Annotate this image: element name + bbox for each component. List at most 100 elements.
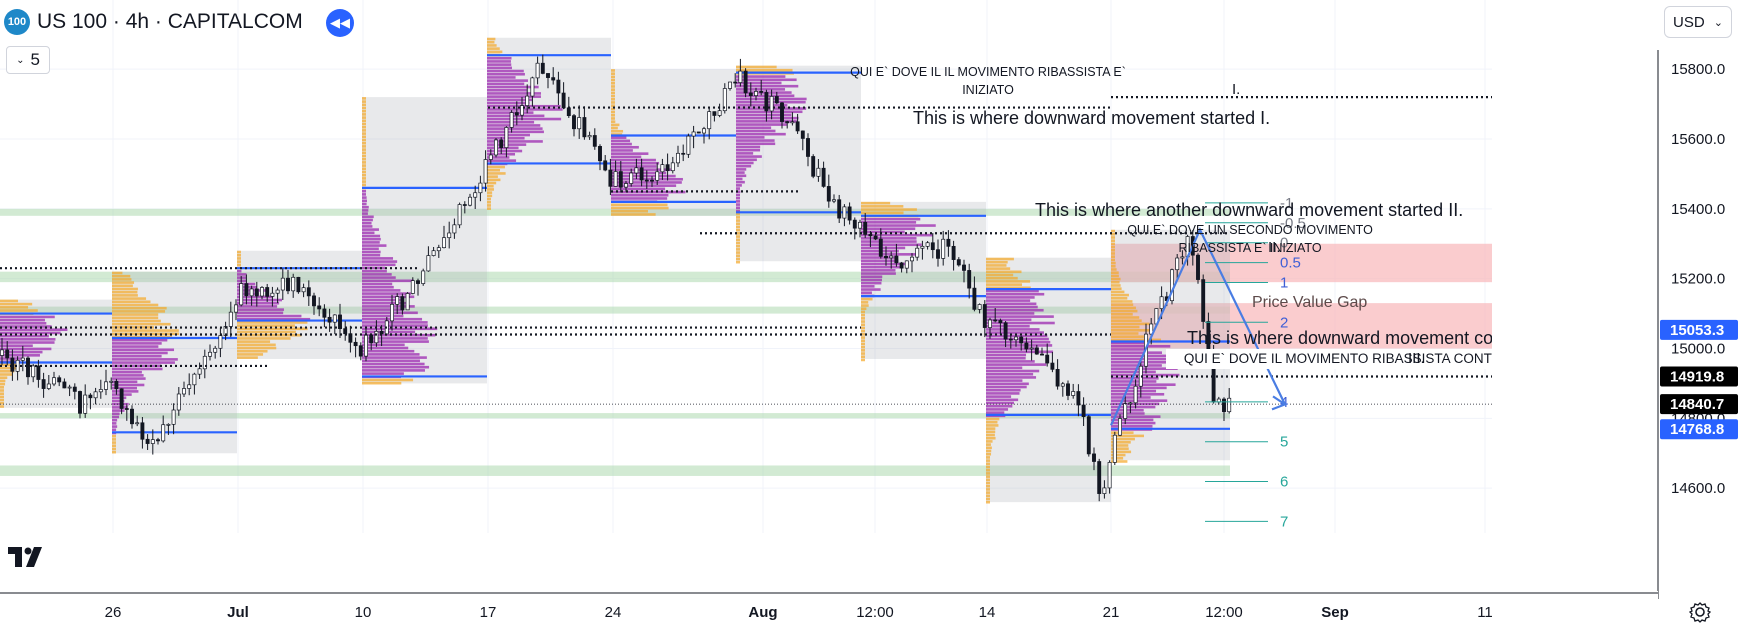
- candle-body: [150, 439, 155, 444]
- profile-bar: [611, 158, 656, 162]
- currency-value: USD: [1673, 13, 1705, 31]
- profile-bar: [861, 221, 917, 224]
- profile-bar: [0, 318, 45, 322]
- candle-body: [436, 247, 441, 252]
- profile-bar: [861, 349, 865, 352]
- profile-box: [611, 69, 736, 216]
- profile-bar: [986, 417, 1000, 421]
- volume-profile: [0, 299, 112, 408]
- symbol-badge[interactable]: 100: [4, 9, 30, 35]
- candle-body: [629, 172, 634, 184]
- profile-bar: [986, 289, 1039, 293]
- candle-body: [166, 423, 171, 426]
- profile-bar: [362, 103, 366, 107]
- profile-bar: [611, 81, 615, 85]
- profile-bar: [487, 95, 541, 98]
- profile-bar: [362, 228, 379, 231]
- candle-body: [57, 377, 62, 383]
- profile-bar: [611, 155, 642, 159]
- profile-bar: [1111, 277, 1121, 281]
- candle-body: [1081, 404, 1086, 418]
- profile-bar: [986, 308, 1044, 312]
- profile-bar: [736, 139, 775, 142]
- profile-bar: [237, 330, 296, 334]
- profile-bar: [986, 353, 1027, 357]
- annotation-it-1: QUI E` DOVE IL IL MOVIMENTO RIBASSISTA E…: [850, 65, 1126, 79]
- time-tick-label: 21: [1103, 604, 1120, 621]
- profile-bar: [1111, 380, 1157, 383]
- candle-body: [1112, 434, 1117, 463]
- profile-bar: [986, 440, 993, 443]
- candle-body: [733, 81, 738, 84]
- candle-body: [1133, 385, 1138, 404]
- candle-body: [1097, 461, 1102, 494]
- profile-bar: [237, 353, 264, 356]
- candle-body: [650, 179, 654, 182]
- profile-bar: [237, 327, 308, 331]
- profile-bar: [0, 347, 52, 351]
- profile-bar: [0, 389, 4, 392]
- profile-bar: [986, 283, 1022, 286]
- profile-bar: [736, 235, 740, 238]
- profile-bar: [362, 365, 430, 369]
- price-tick-label: 15800.0: [1671, 61, 1725, 78]
- candle-body: [192, 373, 197, 386]
- profile-bar: [362, 145, 366, 148]
- candle-body: [499, 139, 504, 148]
- profile-bar: [1111, 328, 1154, 332]
- profile-bar: [861, 278, 882, 282]
- fib-level-label: 0.5: [1280, 255, 1301, 272]
- profile-bar: [112, 281, 135, 284]
- profile-bar: [362, 298, 402, 302]
- profile-bar: [986, 347, 1039, 350]
- candle-body: [1102, 487, 1107, 494]
- candle-body: [88, 394, 93, 399]
- profile-bar: [861, 323, 865, 327]
- candle-body: [1066, 383, 1070, 396]
- profile-bar: [736, 212, 740, 216]
- profile-bar: [112, 441, 116, 444]
- candle-body: [514, 112, 519, 116]
- currency-select[interactable]: USD ⌄: [1664, 6, 1732, 38]
- profile-bar: [986, 404, 1013, 408]
- profile-bar: [237, 279, 247, 283]
- candle-body: [613, 171, 618, 187]
- profile-bar: [487, 197, 491, 201]
- profile-bar: [487, 50, 503, 54]
- profile-bar: [362, 327, 438, 331]
- candle-body: [925, 242, 930, 247]
- profile-bar: [1111, 261, 1116, 265]
- profile-bar: [736, 132, 786, 136]
- interval-select[interactable]: ⌄ 5: [6, 46, 50, 74]
- profile-bar: [237, 349, 268, 353]
- profile-bar: [362, 189, 367, 193]
- profile-bar: [487, 85, 539, 89]
- time-tick-label: Jul: [227, 604, 249, 621]
- candle-body: [915, 247, 920, 258]
- profile-bar: [0, 366, 20, 370]
- profile-bar: [362, 362, 425, 366]
- profile-bar: [1111, 300, 1133, 303]
- gear-icon[interactable]: [1688, 600, 1712, 624]
- candle-body: [889, 255, 894, 259]
- profile-bar: [487, 72, 525, 76]
- profile-bar: [736, 164, 752, 168]
- profile-bar: [362, 154, 366, 158]
- candle-body: [67, 386, 72, 389]
- profile-bar: [986, 340, 1051, 344]
- symbol-title[interactable]: US 100 · 4h · CAPITALCOM: [37, 10, 303, 33]
- tradingview-logo-icon: [8, 547, 42, 567]
- profile-bar: [112, 377, 146, 380]
- profile-bar: [237, 337, 291, 340]
- price-label-text: 15053.3: [1670, 322, 1724, 339]
- profile-bar: [237, 257, 241, 260]
- profile-bar: [487, 79, 528, 82]
- profile-bar: [362, 113, 366, 116]
- candle-body: [774, 96, 779, 104]
- profile-bar: [112, 412, 120, 416]
- profile-bar: [736, 200, 740, 203]
- rewind-icon[interactable]: ◀◀: [326, 9, 354, 37]
- candle-body: [1060, 383, 1065, 387]
- profile-bar: [986, 478, 990, 482]
